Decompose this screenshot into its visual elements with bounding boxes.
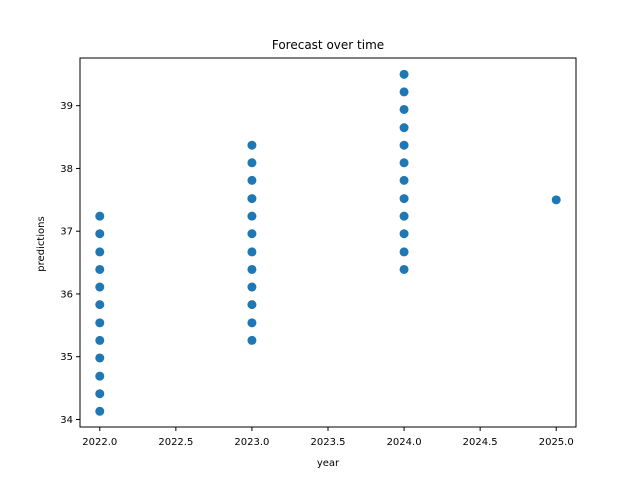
x-axis-label: year bbox=[317, 458, 340, 469]
scatter-point bbox=[95, 353, 105, 363]
scatter-point bbox=[399, 229, 409, 239]
data-points bbox=[95, 69, 561, 416]
y-tick-label: 39 bbox=[60, 101, 73, 112]
scatter-point bbox=[247, 175, 257, 185]
x-tick-label: 2023.0 bbox=[234, 437, 269, 448]
scatter-point bbox=[551, 195, 561, 205]
y-tick-label: 34 bbox=[60, 415, 73, 426]
scatter-point bbox=[247, 211, 257, 221]
scatter-point bbox=[247, 300, 257, 310]
scatter-point bbox=[95, 335, 105, 345]
scatter-point bbox=[95, 300, 105, 310]
scatter-point bbox=[247, 229, 257, 239]
scatter-point bbox=[399, 104, 409, 114]
scatter-point bbox=[95, 389, 105, 399]
y-tick-label: 36 bbox=[60, 289, 73, 300]
scatter-point bbox=[247, 158, 257, 168]
scatter-point bbox=[399, 123, 409, 133]
scatter-point bbox=[247, 247, 257, 257]
scatter-point bbox=[95, 211, 105, 221]
plot-frame bbox=[79, 57, 577, 428]
scatter-point bbox=[95, 406, 105, 416]
x-tick-label: 2024.5 bbox=[463, 437, 498, 448]
scatter-point bbox=[95, 247, 105, 257]
scatter-point bbox=[399, 175, 409, 185]
scatter-point bbox=[399, 87, 409, 97]
chart-title: Forecast over time bbox=[272, 38, 384, 52]
scatter-point bbox=[247, 140, 257, 150]
scatter-point bbox=[247, 318, 257, 328]
scatter-point bbox=[247, 335, 257, 345]
x-tick-label: 2022.0 bbox=[82, 437, 117, 448]
x-tick-label: 2022.5 bbox=[158, 437, 193, 448]
scatter-point bbox=[399, 158, 409, 168]
scatter-point bbox=[247, 264, 257, 274]
scatter-point bbox=[95, 282, 105, 292]
scatter-point bbox=[399, 69, 409, 79]
scatter-point bbox=[399, 194, 409, 204]
y-axis-label: predictions bbox=[36, 216, 47, 271]
x-tick-label: 2024.0 bbox=[387, 437, 422, 448]
x-tick-label: 2023.5 bbox=[311, 437, 346, 448]
scatter-point bbox=[95, 264, 105, 274]
scatter-point bbox=[95, 229, 105, 239]
scatter-point bbox=[399, 264, 409, 274]
x-tick-label: 2025.0 bbox=[539, 437, 574, 448]
scatter-point bbox=[399, 211, 409, 221]
x-axis-ticks: 2022.0 2022.5 2023.0 2023.5 2024.0 2024.5 2025… bbox=[82, 427, 574, 448]
y-tick-label: 35 bbox=[60, 352, 73, 363]
scatter-point bbox=[247, 282, 257, 292]
scatter-point bbox=[95, 318, 105, 328]
y-tick-label: 37 bbox=[60, 227, 73, 238]
y-tick-label: 38 bbox=[60, 164, 73, 175]
scatter-point bbox=[95, 371, 105, 381]
scatter-point bbox=[247, 194, 257, 204]
scatter-point bbox=[399, 140, 409, 150]
scatter-point bbox=[399, 247, 409, 257]
y-axis-ticks: 34 35 36 37 38 39 bbox=[60, 101, 80, 426]
